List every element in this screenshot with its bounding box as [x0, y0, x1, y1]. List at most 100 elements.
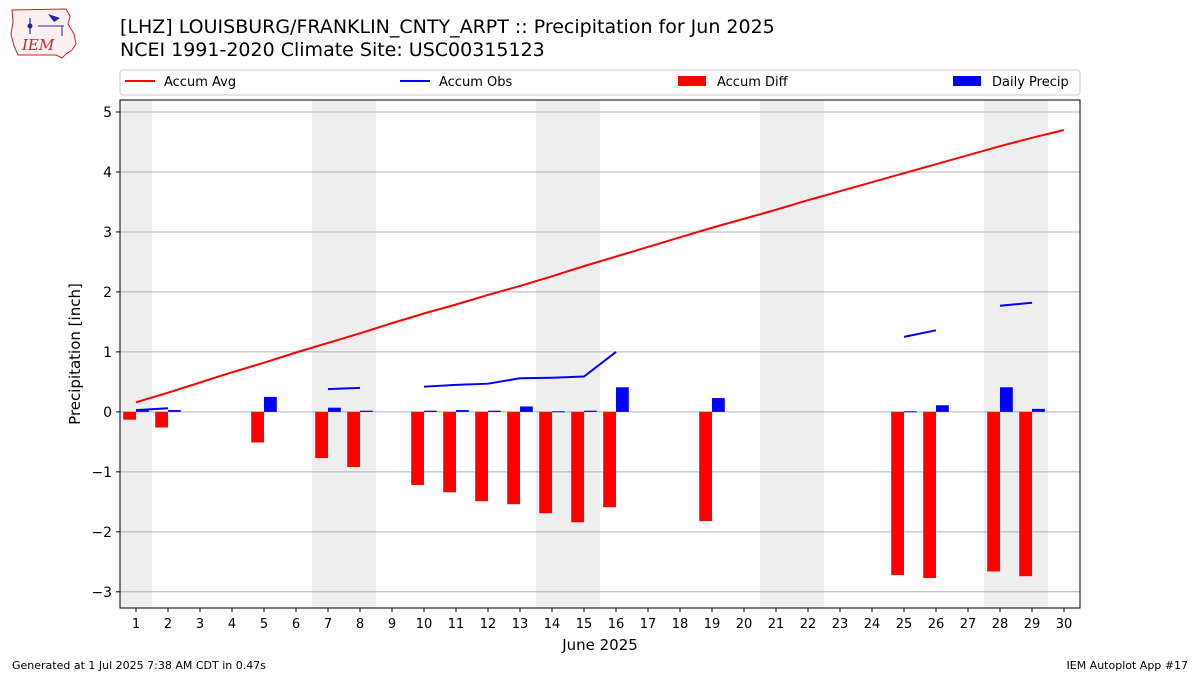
- accum-diff-bar: [699, 411, 712, 522]
- x-tick-label: 18: [672, 617, 689, 632]
- daily-precip-bar: [488, 410, 501, 412]
- x-tick-label: 30: [1056, 617, 1073, 632]
- x-tick-label: 24: [864, 617, 881, 632]
- x-tick-label: 28: [992, 617, 1009, 632]
- legend-label: Accum Avg: [164, 75, 236, 90]
- accum-diff-bar: [1019, 411, 1032, 577]
- accum-obs-line: [423, 351, 617, 388]
- legend-label: Accum Obs: [439, 75, 512, 90]
- accum-diff-bar: [507, 411, 520, 505]
- x-tick-label: 8: [356, 617, 364, 632]
- daily-precip-bar: [136, 410, 149, 412]
- accum-obs-line: [327, 386, 361, 391]
- accum-diff-bar: [411, 411, 424, 486]
- x-tick-label: 1: [132, 617, 140, 632]
- legend-label: Daily Precip: [992, 75, 1069, 90]
- weekend-band: [312, 100, 344, 608]
- x-tick-label: 14: [544, 617, 561, 632]
- x-tick-label: 21: [768, 617, 785, 632]
- accum-diff-bar: [443, 411, 456, 493]
- y-tick-label: 3: [103, 225, 112, 241]
- daily-precip-bar: [520, 406, 533, 412]
- accum-avg-line: [135, 129, 1065, 404]
- daily-precip-bar: [360, 410, 373, 412]
- accum-diff-bar: [251, 411, 264, 443]
- daily-precip-bar: [424, 410, 437, 412]
- x-tick-label: 11: [448, 617, 465, 632]
- daily-precip-bar: [1000, 387, 1013, 412]
- x-tick-label: 9: [388, 617, 396, 632]
- weekend-band: [120, 100, 152, 608]
- accum-obs-line: [903, 329, 937, 338]
- daily-precip-bar: [264, 396, 277, 412]
- y-tick-label: −1: [91, 465, 112, 481]
- accum-diff-bar: [155, 411, 168, 428]
- iem-logo-text: IEM: [21, 36, 55, 54]
- x-tick-label: 10: [416, 617, 433, 632]
- accum-obs-line: [999, 301, 1033, 307]
- weekend-shading: [120, 100, 1048, 608]
- x-tick-label: 6: [292, 617, 300, 632]
- weekend-band: [536, 100, 568, 608]
- x-tick-label: 4: [228, 617, 236, 632]
- gridlines: [120, 111, 1080, 593]
- daily-precip-bar: [904, 411, 917, 413]
- daily-precip-bar: [1032, 408, 1045, 412]
- y-tick-label: 2: [103, 285, 112, 301]
- legend-swatch: [953, 76, 981, 86]
- daily-precip-bar: [456, 410, 469, 412]
- daily-precip-bar: [936, 405, 949, 412]
- daily-precip-bar: [712, 398, 725, 412]
- daily-precip-bar: [168, 410, 181, 412]
- accum-diff-bar: [891, 411, 904, 576]
- x-tick-label: 16: [608, 617, 625, 632]
- y-tick-label: 1: [103, 345, 112, 361]
- chart-title: [LHZ] LOUISBURG/FRANKLIN_CNTY_ARPT :: Pr…: [120, 16, 775, 38]
- accum-diff-bar: [123, 411, 136, 420]
- weekend-band: [760, 100, 792, 608]
- weekend-band: [792, 100, 824, 608]
- legend: Accum Avg Accum Obs Accum Diff Daily Precip: [119, 69, 1081, 96]
- x-tick-label: 20: [736, 617, 753, 632]
- daily-precip-bar: [552, 411, 565, 413]
- daily-precip-bar: [328, 407, 341, 412]
- chart-subtitle: NCEI 1991-2020 Climate Site: USC00315123: [120, 39, 545, 61]
- daily-precip-bar: [616, 387, 629, 412]
- accum-obs-line: [135, 407, 169, 412]
- bars: [123, 387, 1045, 579]
- x-tick-label: 3: [196, 617, 204, 632]
- x-tick-label: 19: [704, 617, 721, 632]
- weekend-band: [344, 100, 376, 608]
- x-tick-label: 25: [896, 617, 913, 632]
- iem-logo: IEM: [10, 8, 77, 59]
- legend-label: Accum Diff: [717, 75, 789, 90]
- x-tick-label: 26: [928, 617, 945, 632]
- x-tick-label: 23: [832, 617, 849, 632]
- x-tick-label: 12: [480, 617, 497, 632]
- y-tick-label: 0: [103, 405, 112, 421]
- y-tick-label: −2: [91, 525, 112, 541]
- x-tick-label: 7: [324, 617, 332, 632]
- y-axis-label: Precipitation [inch]: [66, 283, 84, 425]
- accum-diff-bar: [603, 411, 616, 508]
- accum-diff-bar: [539, 411, 552, 514]
- x-tick-label: 2: [164, 617, 172, 632]
- x-tick-label: 5: [260, 617, 268, 632]
- y-tick-label: 4: [103, 165, 112, 181]
- legend-box: [119, 69, 1081, 96]
- weekend-band: [568, 100, 600, 608]
- x-tick-label: 29: [1024, 617, 1041, 632]
- plot-frame: [119, 99, 1081, 609]
- x-axis-label: June 2025: [561, 636, 638, 654]
- daily-precip-bar: [584, 410, 597, 412]
- generated-timestamp: Generated at 1 Jul 2025 7:38 AM CDT in 0…: [12, 659, 266, 672]
- x-tick-label: 15: [576, 617, 593, 632]
- y-tick-label: −3: [91, 585, 112, 601]
- lines: [135, 129, 1065, 412]
- x-tick-label: 17: [640, 617, 657, 632]
- accum-diff-bar: [987, 411, 1000, 572]
- x-tick-label: 22: [800, 617, 817, 632]
- x-tick-label: 13: [512, 617, 529, 632]
- legend-swatch: [678, 76, 706, 86]
